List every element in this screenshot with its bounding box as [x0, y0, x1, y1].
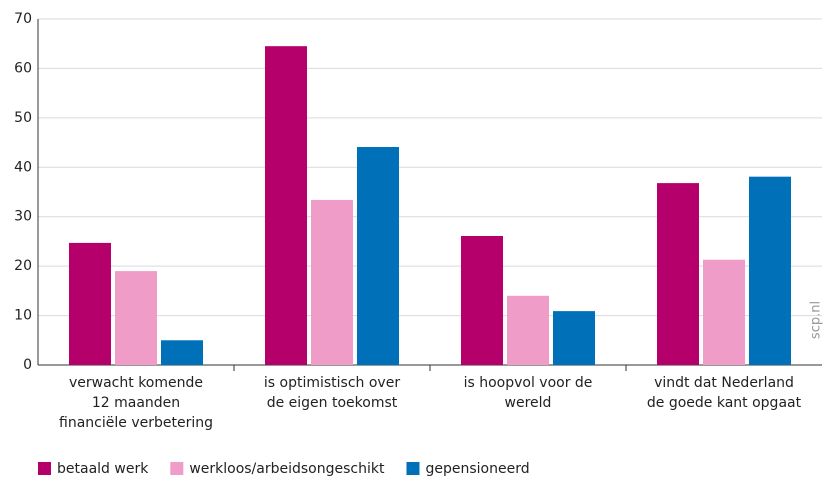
legend-swatch — [38, 462, 51, 475]
bar — [507, 295, 549, 365]
legend-label: gepensioneerd — [425, 461, 529, 477]
y-tick-label: 70 — [14, 11, 32, 27]
bar — [357, 147, 399, 365]
x-tick-label: is hoopvol voor de — [464, 375, 593, 391]
y-tick-label: 40 — [14, 159, 32, 175]
bar — [115, 271, 157, 365]
x-tick-label: vindt dat Nederland — [654, 375, 794, 391]
bar — [311, 199, 353, 365]
bar — [161, 340, 203, 365]
y-tick-label: 20 — [14, 258, 32, 274]
x-tick-label: 12 maanden — [92, 395, 180, 411]
x-tick-label: financiële verbetering — [59, 415, 213, 431]
legend-label: werkloos/arbeidsongeschikt — [189, 461, 385, 477]
bar — [657, 183, 699, 365]
x-tick-label: de eigen toekomst — [267, 395, 398, 411]
legend-swatch — [170, 462, 184, 475]
watermark: scp.nl — [809, 301, 824, 339]
bar — [265, 46, 307, 365]
bar — [703, 259, 745, 365]
bar — [749, 176, 791, 365]
y-tick-label: 10 — [14, 308, 32, 324]
x-tick-label: wereld — [505, 395, 552, 411]
x-tick-label: verwacht komende — [69, 375, 203, 391]
bar — [69, 242, 111, 365]
legend-label: betaald werk — [57, 461, 149, 477]
y-tick-label: 50 — [14, 110, 32, 126]
bar — [553, 311, 595, 365]
bar — [461, 235, 503, 365]
y-tick-label: 30 — [14, 209, 32, 225]
x-tick-label: de goede kant opgaat — [647, 395, 802, 411]
y-tick-label: 0 — [23, 357, 32, 373]
legend-swatch — [406, 462, 420, 475]
y-tick-label: 60 — [14, 60, 32, 76]
x-tick-label: is optimistisch over — [264, 375, 400, 391]
